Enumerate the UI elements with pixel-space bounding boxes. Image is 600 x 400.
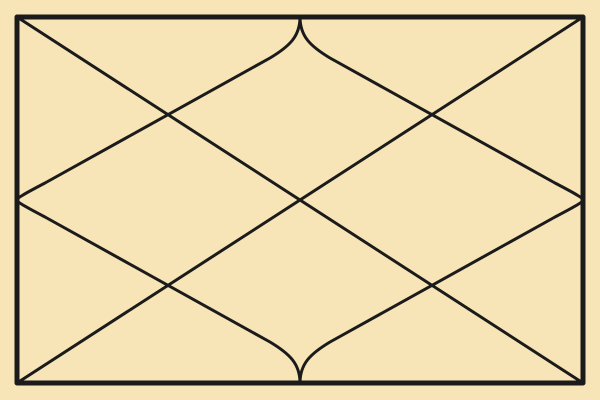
curved-line-top-center-to-right: [298, 15, 585, 202]
diagonal-top-right-to-bottom-left: [15, 15, 585, 385]
curved-line-right-to-bottom-center: [298, 198, 585, 385]
curved-line-left-to-bottom-center: [15, 198, 302, 385]
curved-line-top-center-to-left: [15, 15, 302, 202]
